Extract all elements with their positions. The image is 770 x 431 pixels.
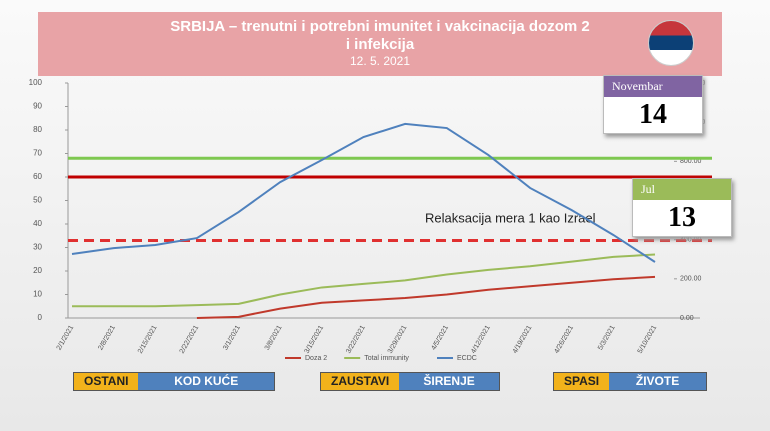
calendar-month: Jul (633, 179, 731, 200)
y-tick-label: 90 (33, 102, 42, 111)
x-tick-label: 5/3/2021 (597, 324, 617, 351)
slogan-right: ŽIVOTE (609, 373, 706, 390)
y-tick-label: 20 (33, 266, 42, 275)
x-tick-label: 4/19/2021 (512, 324, 534, 355)
calendar: Jul 13 (632, 178, 732, 237)
slogan-left: OSTANI (74, 373, 139, 390)
x-tick-label: 2/1/2021 (56, 324, 76, 351)
slogan-left: SPASI (554, 373, 610, 390)
y-tick-label: 10 (33, 290, 42, 299)
x-tick-label: 3/1/2021 (222, 324, 242, 351)
banner: SRBIJA – trenutni i potrebni imunitet i … (38, 12, 722, 76)
y2-tick-label: 400.00 (680, 237, 702, 244)
y-tick-label: 80 (33, 125, 42, 134)
calendar: Novembar 14 (603, 75, 703, 134)
series-line (196, 275, 656, 319)
flag (648, 20, 694, 66)
slogan-right: KOD KUĆE (138, 373, 274, 390)
series-line (72, 253, 656, 308)
chart-subtitle: 12. 5. 2021 (349, 54, 411, 68)
x-tick-label: 3/29/2021 (387, 324, 409, 355)
x-tick-label: 3/15/2021 (304, 324, 326, 355)
x-tick-label: 2/8/2021 (97, 324, 117, 351)
y-tick-label: 50 (33, 196, 42, 205)
slogan-button: SPASI ŽIVOTE (553, 372, 707, 391)
legend-label: ECDC (457, 355, 477, 362)
slogan-button: ZAUSTAVI ŠIRENJE (320, 372, 500, 391)
slogan-right: ŠIRENJE (399, 373, 499, 390)
legend-label: Total immunity (364, 355, 409, 362)
legend-label: Doza 2 (305, 355, 327, 362)
calendar-day: 13 (668, 202, 696, 233)
series-line (71, 122, 656, 263)
y-tick-label: 30 (33, 243, 42, 252)
y2-tick-label: 800.00 (680, 158, 702, 165)
y-tick-label: 70 (33, 149, 42, 158)
slogan-button: OSTANI KOD KUĆE (73, 372, 275, 391)
x-tick-label: 5/10/2021 (637, 324, 659, 355)
x-tick-label: 3/8/2021 (264, 324, 284, 351)
calendar-day: 14 (639, 99, 667, 130)
x-tick-label: 4/5/2021 (430, 324, 450, 351)
chart-title: SRBIJA – trenutni i potrebni imunitet i … (170, 18, 590, 53)
y-tick-label: 40 (33, 219, 42, 228)
calendar-month: Novembar (604, 76, 702, 97)
x-tick-label: 2/22/2021 (179, 324, 201, 355)
y2-tick-label: 200.00 (680, 276, 702, 283)
x-tick-label: 3/22/2021 (345, 324, 367, 355)
slogan-left: ZAUSTAVI (321, 373, 400, 390)
y2-tick-label: 0.00 (680, 315, 694, 322)
x-tick-label: 4/26/2021 (553, 324, 575, 355)
y-tick-label: 100 (29, 78, 43, 87)
annotation: Relaksacija mera 1 kao Izrael (425, 210, 596, 225)
x-tick-label: 4/12/2021 (470, 324, 492, 355)
x-tick-label: 2/15/2021 (137, 324, 159, 355)
y-tick-label: 60 (33, 172, 42, 181)
y-tick-label: 0 (38, 313, 43, 322)
